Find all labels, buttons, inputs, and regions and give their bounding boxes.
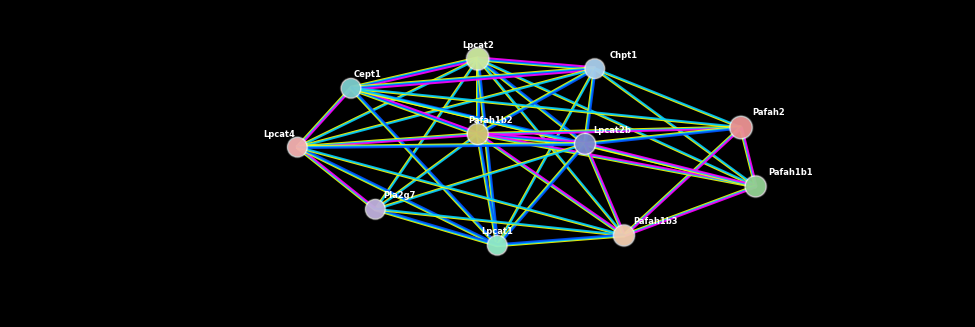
Ellipse shape [612,224,636,247]
Ellipse shape [614,226,634,245]
Text: Pla2g7: Pla2g7 [383,191,415,200]
Ellipse shape [288,137,307,157]
Ellipse shape [488,235,507,255]
Ellipse shape [488,236,506,254]
Text: Lpcat4: Lpcat4 [263,129,295,139]
Ellipse shape [586,60,604,78]
Ellipse shape [365,199,386,220]
Ellipse shape [341,78,361,98]
Text: Lpcat2b: Lpcat2b [593,126,631,135]
Ellipse shape [746,177,765,196]
Text: Lpcat2: Lpcat2 [462,41,493,50]
Ellipse shape [613,225,635,246]
Ellipse shape [585,59,604,78]
Ellipse shape [342,79,360,97]
Ellipse shape [744,175,767,198]
Ellipse shape [367,200,384,218]
Text: Chpt1: Chpt1 [609,51,638,60]
Ellipse shape [466,123,489,145]
Ellipse shape [730,116,752,139]
Ellipse shape [574,133,596,154]
Ellipse shape [467,48,488,69]
Ellipse shape [575,134,595,154]
Text: Pafah1b3: Pafah1b3 [634,217,679,226]
Ellipse shape [584,58,605,79]
Ellipse shape [573,133,597,155]
Ellipse shape [487,235,508,256]
Text: Pafah1b1: Pafah1b1 [768,168,813,177]
Ellipse shape [468,124,488,144]
Text: Pafah2: Pafah2 [753,108,786,117]
Ellipse shape [467,124,488,145]
Text: Lpcat1: Lpcat1 [482,227,513,236]
Text: Cept1: Cept1 [354,70,382,79]
Ellipse shape [745,176,766,197]
Ellipse shape [466,47,489,71]
Ellipse shape [730,117,752,138]
Text: Pafah1b2: Pafah1b2 [468,116,513,125]
Ellipse shape [366,199,385,219]
Ellipse shape [729,115,753,140]
Ellipse shape [287,137,308,158]
Ellipse shape [340,78,362,99]
Ellipse shape [289,138,306,156]
Ellipse shape [467,48,488,70]
